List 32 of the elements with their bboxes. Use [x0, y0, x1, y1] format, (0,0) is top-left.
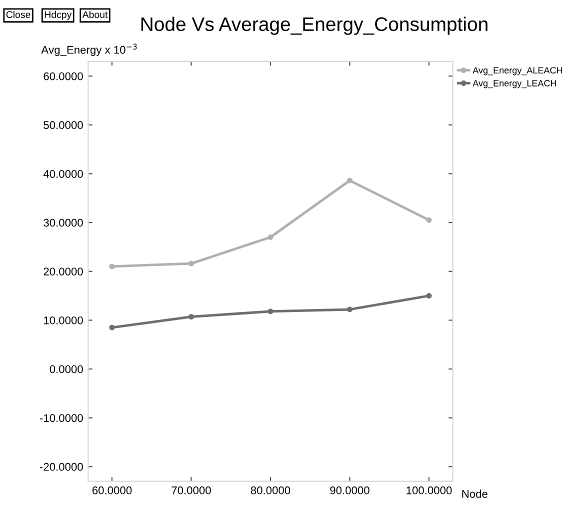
legend-label: Avg_Energy_ALEACH — [472, 67, 562, 76]
x-tick-label: 100.0000 — [406, 486, 452, 494]
text: Close — [6, 10, 30, 18]
point — [268, 234, 274, 240]
y-tick-label: 10.0000 — [44, 316, 83, 324]
point — [346, 178, 353, 184]
x-tick-label: 80.0000 — [250, 486, 290, 494]
point — [426, 217, 432, 223]
y-tick-label: 0.0000 — [50, 365, 83, 374]
y-tick-label: 30.0000 — [44, 218, 83, 227]
text: Hdcpy — [44, 10, 72, 20]
x-tick-label: 70.0000 — [172, 486, 211, 494]
point — [109, 324, 115, 330]
point — [268, 308, 274, 314]
x-tick-label: 90.0000 — [330, 486, 370, 494]
y-tick-label: 40.0000 — [43, 170, 83, 178]
text: About — [82, 10, 108, 18]
x-axis-title: Node — [462, 490, 488, 498]
y-axis-title: Avg_Energy x 10$^{−3}$ — [41, 44, 137, 56]
y-tick-label: -10.0000 — [40, 414, 83, 422]
point — [346, 306, 353, 312]
y-tick-label: 20.0000 — [44, 268, 83, 276]
x-tick-label: 60.0000 — [92, 486, 132, 494]
y-tick-label: 50.0000 — [44, 121, 83, 130]
point — [188, 314, 194, 320]
y-tick-label: -20.0000 — [40, 462, 83, 471]
point — [109, 264, 115, 270]
legend-label: Avg_Energy_LEACH — [472, 80, 556, 88]
y-tick-label: 60.0000 — [44, 72, 83, 80]
point — [426, 292, 432, 299]
chart-title: Node Vs Average_Energy_Consumption — [141, 16, 488, 35]
point — [188, 260, 194, 266]
